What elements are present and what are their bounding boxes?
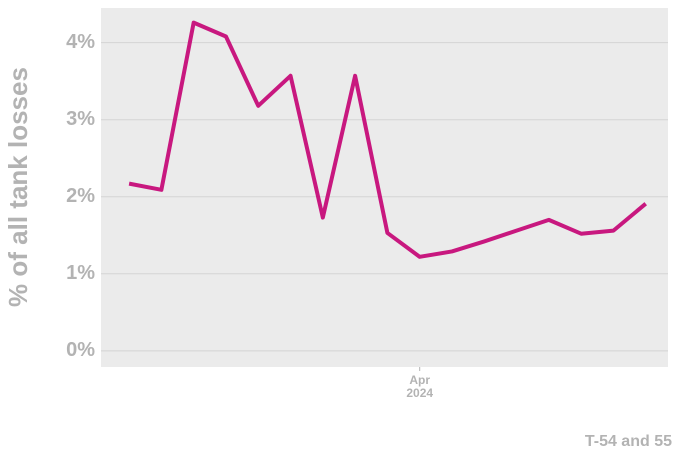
- y-tick-label: 0%: [66, 339, 95, 361]
- y-tick-label: 1%: [66, 262, 95, 284]
- y-axis-title: % of all tank losses: [3, 67, 33, 307]
- x-tick-label: Apr: [409, 373, 430, 387]
- line: [128, 20, 648, 259]
- caption: T-54 and 55: [585, 433, 672, 450]
- plot-panel: [101, 8, 668, 367]
- y-tick-label: 4%: [66, 31, 95, 53]
- y-tick-label: 3%: [66, 108, 95, 130]
- x-tick-sublabel: 2024: [406, 386, 433, 400]
- y-tick-label: 2%: [66, 185, 95, 207]
